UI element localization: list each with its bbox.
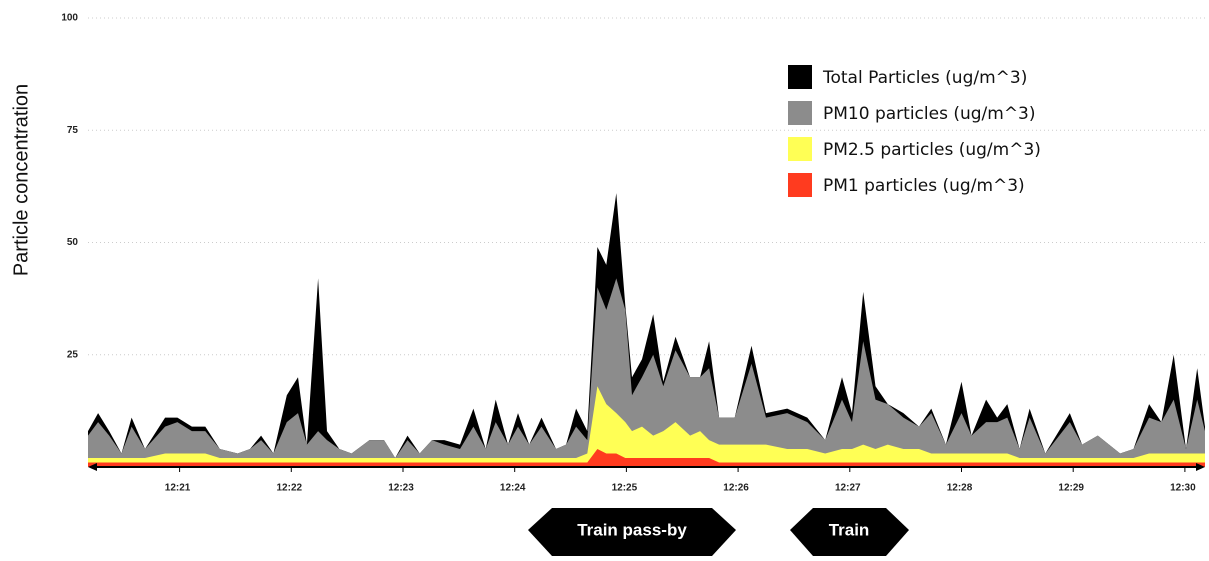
y-tick-label: 25 <box>67 349 79 360</box>
x-tick-label: 12:21 <box>165 483 191 494</box>
annotation-arrow <box>528 508 736 556</box>
legend-swatch <box>788 65 812 89</box>
legend-swatch <box>788 101 812 125</box>
legend-label: Total Particles (ug/m^3) <box>822 68 1027 88</box>
legend-swatch <box>788 173 812 197</box>
legend-label: PM10 particles (ug/m^3) <box>823 104 1036 124</box>
x-tick-label: 12:25 <box>612 483 638 494</box>
x-tick-label: 12:23 <box>388 483 414 494</box>
annotation-arrow <box>790 508 909 556</box>
area <box>88 449 1205 467</box>
x-tick-label: 12:30 <box>1170 483 1196 494</box>
axis-arrow <box>88 463 97 471</box>
x-tick-label: 12:22 <box>277 483 303 494</box>
annotation: Train <box>829 520 870 539</box>
y-tick-label: 50 <box>67 237 79 248</box>
y-tick-label: 75 <box>67 125 79 136</box>
axis-arrow <box>1196 463 1205 471</box>
plot-area <box>88 17 1205 467</box>
x-tick-label: 12:24 <box>500 483 526 494</box>
legend-label: PM1 particles (ug/m^3) <box>823 176 1025 196</box>
x-tick-label: 12:26 <box>723 483 749 494</box>
y-tick-label: 100 <box>61 13 78 24</box>
area <box>88 386 1205 467</box>
legend-label: PM2.5 particles (ug/m^3) <box>823 140 1041 160</box>
area <box>88 278 1205 467</box>
x-tick-label: 12:27 <box>835 483 861 494</box>
annotation: Train pass-by <box>577 520 687 539</box>
x-tick-label: 12:28 <box>947 483 973 494</box>
legend-swatch <box>788 137 812 161</box>
y-axis-label: Particle concentration <box>10 84 32 276</box>
x-tick-label: 12:29 <box>1058 483 1084 494</box>
